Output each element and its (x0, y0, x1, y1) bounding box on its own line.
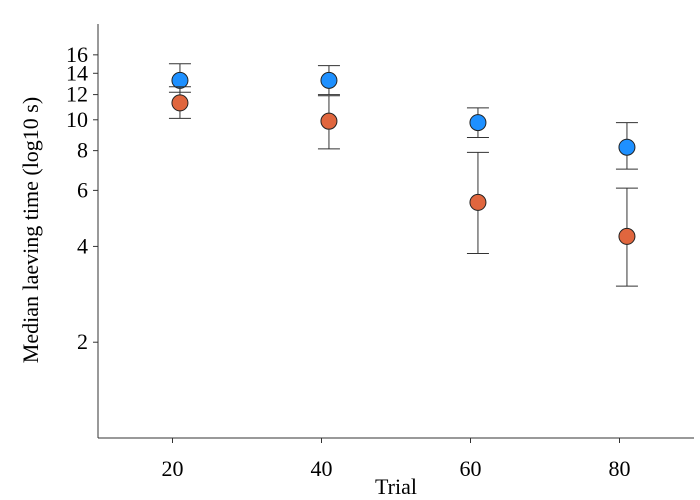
y-axis-title: Median laeving time (log10 s) (18, 97, 43, 363)
data-point (320, 112, 338, 130)
x-tick-label: 40 (311, 456, 333, 481)
series-2 (168, 86, 638, 287)
y-tick-label: 10 (66, 107, 88, 132)
x-tick-label: 60 (460, 456, 482, 481)
y-tick-label: 8 (77, 138, 88, 163)
axes (97, 24, 694, 439)
data-point (171, 71, 189, 89)
y-tick-label: 14 (66, 60, 88, 85)
data-point (320, 71, 338, 89)
y-tick-label: 12 (66, 82, 88, 107)
y-tick-label: 2 (77, 329, 88, 354)
series-layer (168, 63, 638, 287)
data-point (618, 227, 636, 245)
series-1 (168, 63, 638, 170)
x-ticks: 20 40 60 80 (162, 438, 631, 481)
data-point (618, 138, 636, 156)
data-point (469, 193, 487, 211)
x-axis-title: Trial (375, 474, 417, 499)
x-tick-label: 20 (162, 456, 184, 481)
y-tick-label: 16 (66, 42, 88, 67)
x-tick-label: 80 (609, 456, 631, 481)
data-point (469, 114, 487, 132)
data-point (171, 94, 189, 112)
y-tick-label: 6 (77, 177, 88, 202)
y-tick-label: 4 (77, 233, 88, 258)
